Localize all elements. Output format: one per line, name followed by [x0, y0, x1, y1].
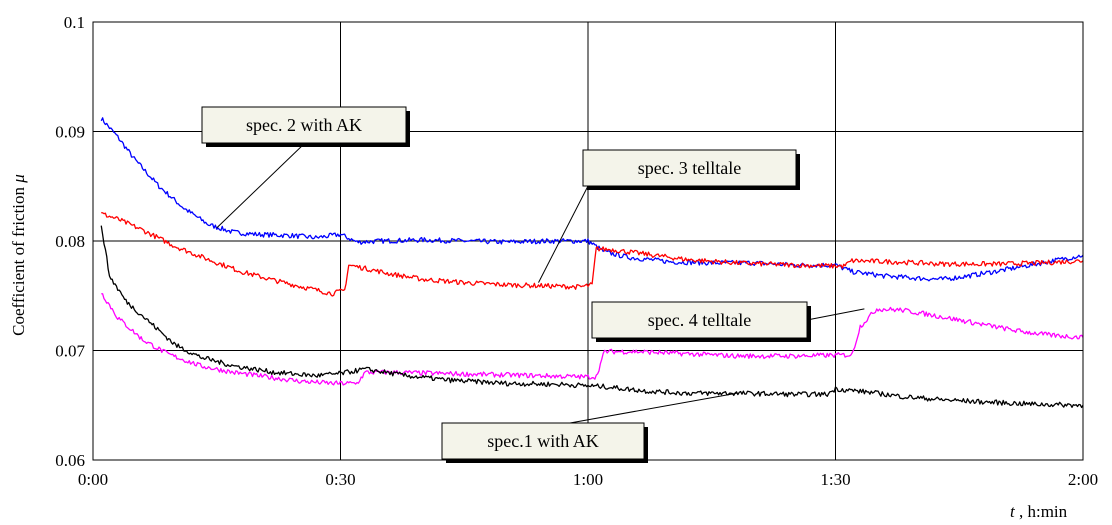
y-tick-label: 0.08 — [55, 232, 85, 251]
x-tick-label: 1:00 — [573, 470, 603, 489]
callout-box — [441, 422, 645, 460]
callout-label: spec. 2 with AK — [246, 115, 362, 135]
x-tick-label: 0:00 — [78, 470, 108, 489]
series-group — [100, 117, 1084, 409]
callout-pointer-line — [806, 308, 865, 321]
callout-pointer-line — [538, 185, 589, 283]
x-axis-title: t , h:min — [1010, 502, 1068, 521]
callout-box — [201, 106, 407, 144]
y-axis-title-text: Coefficient of friction — [9, 186, 28, 335]
callout-1: spec. 2 with AK — [201, 106, 410, 229]
callout-label: spec. 3 telltale — [638, 158, 741, 178]
x-axis-symbol: t — [1010, 502, 1016, 521]
callout-2: spec. 3 telltale — [538, 149, 800, 283]
x-tick-labels: 0:00 0:30 1:00 1:30 2:00 — [78, 470, 1098, 489]
series-line-2 — [101, 211, 1084, 297]
series-line-3 — [101, 293, 1084, 386]
x-tick-label: 1:30 — [820, 470, 850, 489]
callout-label: spec. 4 telltale — [648, 310, 751, 330]
callout-label: spec.1 with AK — [487, 431, 599, 451]
x-tick-label: 0:30 — [325, 470, 355, 489]
x-axis-unit: , h:min — [1019, 502, 1068, 521]
series-line-1 — [100, 117, 1084, 282]
callouts-group: spec. 2 with AK spec. 3 telltale spec. 4 t… — [201, 106, 865, 463]
y-tick-label: 0.07 — [55, 342, 85, 361]
y-tick-label: 0.06 — [55, 451, 85, 470]
callout-box — [591, 301, 808, 339]
callout-4: spec.1 with AK — [441, 392, 737, 463]
x-tick-label: 2:00 — [1068, 470, 1098, 489]
callout-3: spec. 4 telltale — [591, 301, 865, 342]
y-tick-label: 0.1 — [64, 13, 85, 32]
y-tick-labels: 0.06 0.07 0.08 0.09 0.1 — [55, 13, 85, 470]
callout-pointer-line — [569, 392, 737, 424]
y-axis-title: Coefficient of friction μ — [9, 174, 28, 336]
series-line-4 — [100, 225, 1084, 409]
callout-box — [582, 149, 797, 187]
callout-pointer-line — [216, 142, 306, 229]
y-axis-symbol: μ — [9, 174, 28, 184]
y-tick-label: 0.09 — [55, 123, 85, 142]
